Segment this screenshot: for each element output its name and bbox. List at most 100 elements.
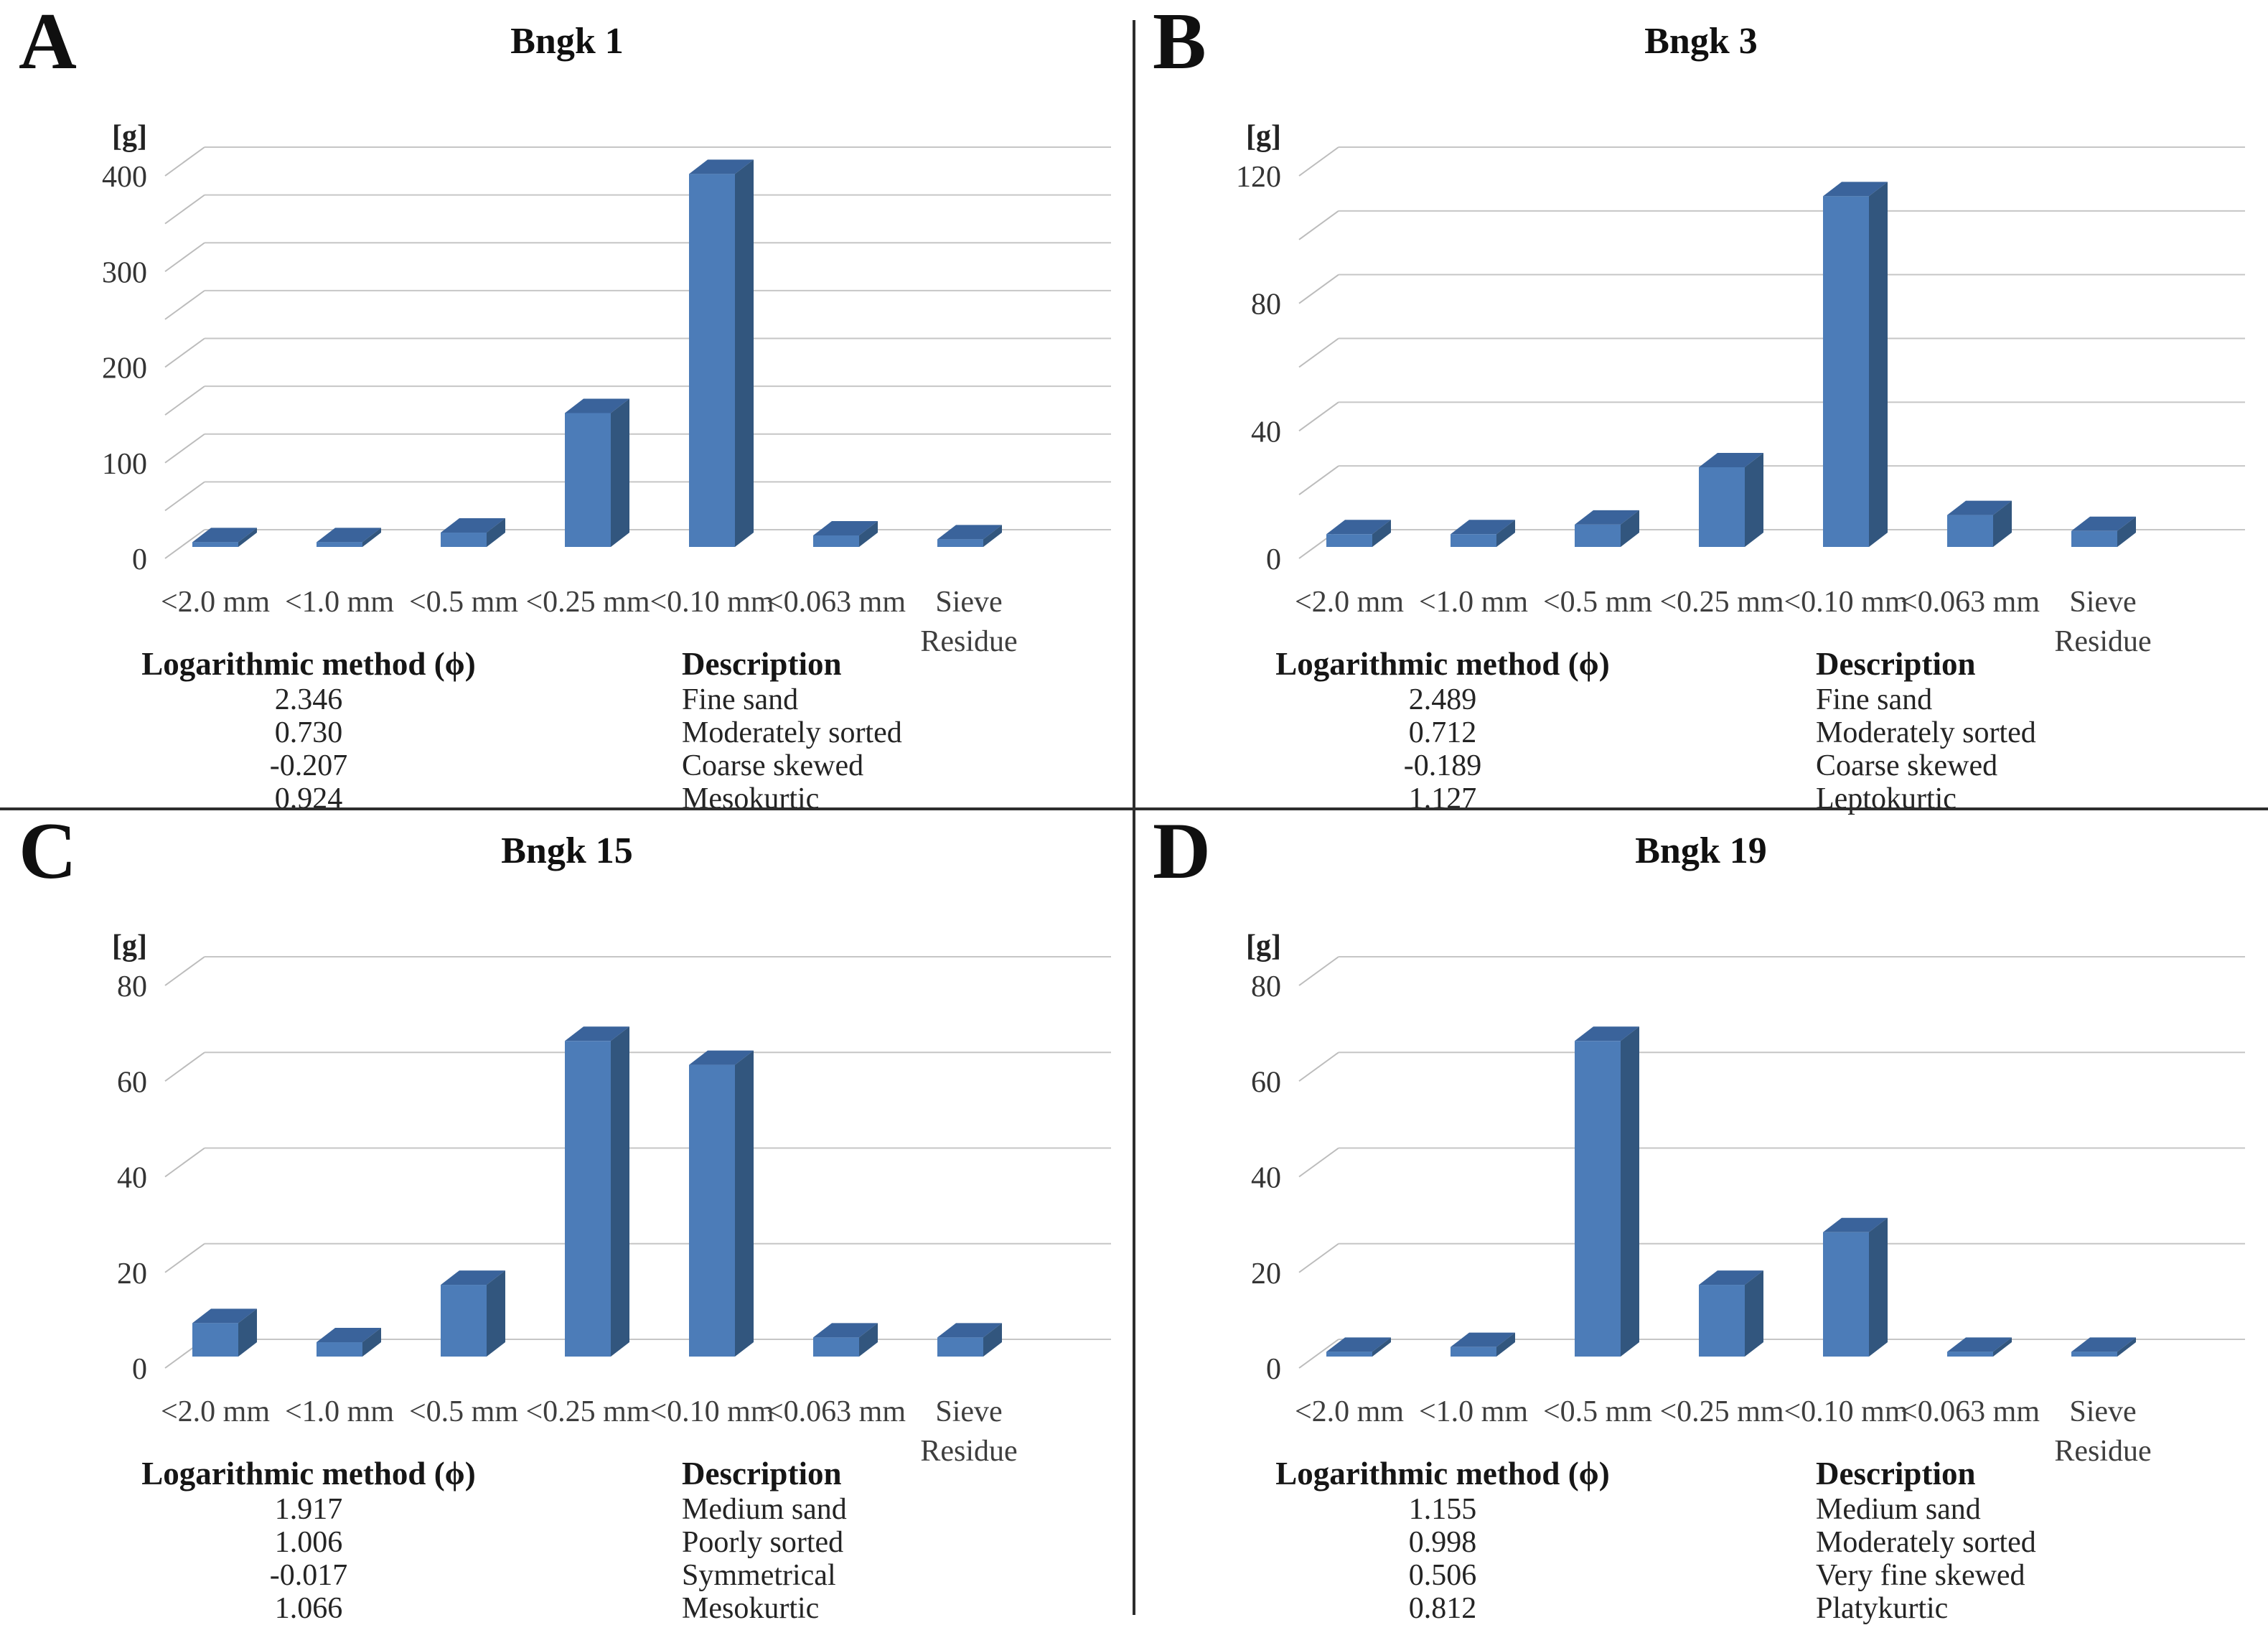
svg-text:<0.10 mm: <0.10 mm bbox=[650, 586, 774, 619]
svg-text:<0.063 mm: <0.063 mm bbox=[767, 586, 906, 619]
panel-letter: A bbox=[19, 0, 77, 86]
stats-description-heading: Description bbox=[1816, 1456, 1976, 1491]
svg-text:Residue: Residue bbox=[2054, 625, 2151, 658]
stat-value: 0.712 bbox=[1408, 716, 1477, 749]
stat-value: -0.207 bbox=[269, 749, 348, 782]
svg-text:60: 60 bbox=[117, 1066, 147, 1099]
panel-letter: D bbox=[1153, 807, 1211, 896]
stat-value: 1.066 bbox=[274, 1592, 343, 1625]
stat-value: -0.189 bbox=[1403, 749, 1482, 782]
svg-text:20: 20 bbox=[117, 1258, 147, 1291]
stat-value: 0.730 bbox=[274, 716, 343, 749]
chart-title: Bngk 15 bbox=[501, 830, 633, 871]
svg-text:<0.063 mm: <0.063 mm bbox=[1901, 586, 2040, 619]
bar-chart-plot: 0 20 40 60 80 [g] <2.0 mm <1.0 mm <0.5 mm <0.25 m… bbox=[112, 929, 1111, 1468]
stat-description: Fine sand bbox=[682, 683, 799, 716]
stats-method-heading: Logarithmic method (ϕ) bbox=[1275, 1456, 1610, 1491]
svg-text:[g]: [g] bbox=[112, 929, 147, 963]
svg-text:0: 0 bbox=[1266, 543, 1281, 576]
stat-value: 2.489 bbox=[1408, 683, 1477, 716]
panel-divider-vertical bbox=[1133, 20, 1135, 1615]
stat-value: 0.506 bbox=[1408, 1559, 1477, 1592]
chart-title: Bngk 19 bbox=[1635, 830, 1767, 871]
stats-method-column: Logarithmic method (ϕ) 1.917 1.006 -0.01… bbox=[86, 1454, 531, 1625]
svg-text:[g]: [g] bbox=[1246, 929, 1281, 963]
panel-c: C Bngk 15 0 20 40 60 80 [g] <2.0 mm <1.0 mm <0.5… bbox=[0, 807, 1134, 1625]
stat-value: 1.917 bbox=[274, 1493, 343, 1526]
svg-text:<0.063 mm: <0.063 mm bbox=[1901, 1395, 2040, 1428]
svg-text:0: 0 bbox=[132, 1353, 147, 1386]
stats-description-column: Description Fine sand Moderately sorted … bbox=[682, 645, 1112, 815]
svg-text:<0.25 mm: <0.25 mm bbox=[1659, 586, 1784, 619]
svg-text:<0.25 mm: <0.25 mm bbox=[525, 586, 650, 619]
bar-chart-plot: 0 20 40 60 80 [g] <2.0 mm <1.0 mm <0.5 mm <0.25 m… bbox=[1246, 929, 2245, 1468]
stat-description: Fine sand bbox=[1816, 683, 1933, 716]
stat-description: Poorly sorted bbox=[682, 1526, 844, 1559]
svg-text:<0.5 mm: <0.5 mm bbox=[1543, 1395, 1652, 1428]
svg-text:<1.0 mm: <1.0 mm bbox=[285, 586, 394, 619]
svg-text:[g]: [g] bbox=[1246, 120, 1281, 153]
svg-text:400: 400 bbox=[102, 161, 147, 194]
svg-text:Sieve: Sieve bbox=[2069, 1395, 2136, 1428]
svg-text:100: 100 bbox=[102, 448, 147, 481]
panel-b: B Bngk 3 0 40 80 120 [g] <2.0 mm <1.0 mm <0.5 m… bbox=[1134, 0, 2268, 815]
bar-chart-plot: 0 40 80 120 [g] <2.0 mm <1.0 mm <0.5 mm <0.25 mm… bbox=[1236, 120, 2245, 658]
stats-description-column: Description Fine sand Moderately sorted … bbox=[1816, 645, 2246, 815]
svg-text:300: 300 bbox=[102, 256, 147, 289]
svg-text:Sieve: Sieve bbox=[2069, 586, 2136, 619]
stat-description: Medium sand bbox=[682, 1493, 847, 1526]
stat-value: 2.346 bbox=[274, 683, 343, 716]
svg-text:200: 200 bbox=[102, 352, 147, 385]
stat-description: Coarse skewed bbox=[682, 749, 864, 782]
stats-description-heading: Description bbox=[682, 646, 842, 682]
svg-text:<0.10 mm: <0.10 mm bbox=[1784, 586, 1908, 619]
stats-method-column: Logarithmic method (ϕ) 2.346 0.730 -0.20… bbox=[86, 645, 531, 815]
panel-letter: C bbox=[19, 807, 77, 896]
stat-value: 1.006 bbox=[274, 1526, 343, 1559]
svg-text:<0.5 mm: <0.5 mm bbox=[409, 1395, 518, 1428]
svg-text:Sieve: Sieve bbox=[935, 1395, 1002, 1428]
stat-description: Medium sand bbox=[1816, 1493, 1981, 1526]
panel-divider-horizontal bbox=[0, 807, 2268, 810]
stat-value: -0.017 bbox=[269, 1559, 348, 1592]
svg-text:<0.5 mm: <0.5 mm bbox=[409, 586, 518, 619]
svg-text:<0.5 mm: <0.5 mm bbox=[1543, 586, 1652, 619]
stats-description-heading: Description bbox=[682, 1456, 842, 1491]
stats-method-heading: Logarithmic method (ϕ) bbox=[141, 646, 476, 682]
stat-description: Coarse skewed bbox=[1816, 749, 1998, 782]
panel-a: A Bngk 1 0 100 200 300 400 [g] <2.0 mm <1.0 mm <… bbox=[0, 0, 1134, 815]
stats-method-heading: Logarithmic method (ϕ) bbox=[141, 1456, 476, 1491]
svg-text:80: 80 bbox=[117, 970, 147, 1003]
svg-text:Sieve: Sieve bbox=[935, 586, 1002, 619]
svg-text:60: 60 bbox=[1251, 1066, 1281, 1099]
svg-text:20: 20 bbox=[1251, 1258, 1281, 1291]
stat-description: Symmetrical bbox=[682, 1559, 836, 1592]
stats-method-column: Logarithmic method (ϕ) 1.155 0.998 0.506… bbox=[1220, 1454, 1665, 1625]
stat-value: 0.812 bbox=[1408, 1592, 1477, 1625]
svg-text:<0.10 mm: <0.10 mm bbox=[650, 1395, 774, 1428]
svg-text:<0.10 mm: <0.10 mm bbox=[1784, 1395, 1908, 1428]
svg-text:120: 120 bbox=[1236, 161, 1281, 194]
svg-text:<0.25 mm: <0.25 mm bbox=[1659, 1395, 1784, 1428]
svg-text:<2.0 mm: <2.0 mm bbox=[1295, 586, 1404, 619]
panel-letter: B bbox=[1153, 0, 1206, 86]
panel-d: D Bngk 19 0 20 40 60 80 [g] <2.0 mm <1.0 mm <0.5… bbox=[1134, 807, 2268, 1625]
svg-text:Residue: Residue bbox=[2054, 1435, 2151, 1468]
svg-text:<2.0 mm: <2.0 mm bbox=[1295, 1395, 1404, 1428]
svg-text:<1.0 mm: <1.0 mm bbox=[285, 1395, 394, 1428]
stats-method-heading: Logarithmic method (ϕ) bbox=[1275, 646, 1610, 682]
svg-text:<0.25 mm: <0.25 mm bbox=[525, 1395, 650, 1428]
svg-text:0: 0 bbox=[132, 543, 147, 576]
stat-description: Moderately sorted bbox=[1816, 716, 2036, 749]
stats-description-column: Description Medium sand Poorly sorted Sy… bbox=[682, 1454, 1112, 1625]
svg-text:<1.0 mm: <1.0 mm bbox=[1419, 586, 1528, 619]
svg-text:<2.0 mm: <2.0 mm bbox=[161, 586, 270, 619]
svg-text:<1.0 mm: <1.0 mm bbox=[1419, 1395, 1528, 1428]
svg-text:<2.0 mm: <2.0 mm bbox=[161, 1395, 270, 1428]
stat-value: 0.998 bbox=[1408, 1526, 1477, 1559]
svg-text:40: 40 bbox=[117, 1162, 147, 1195]
svg-text:80: 80 bbox=[1251, 289, 1281, 322]
svg-text:0: 0 bbox=[1266, 1353, 1281, 1386]
stats-description-heading: Description bbox=[1816, 646, 1976, 682]
